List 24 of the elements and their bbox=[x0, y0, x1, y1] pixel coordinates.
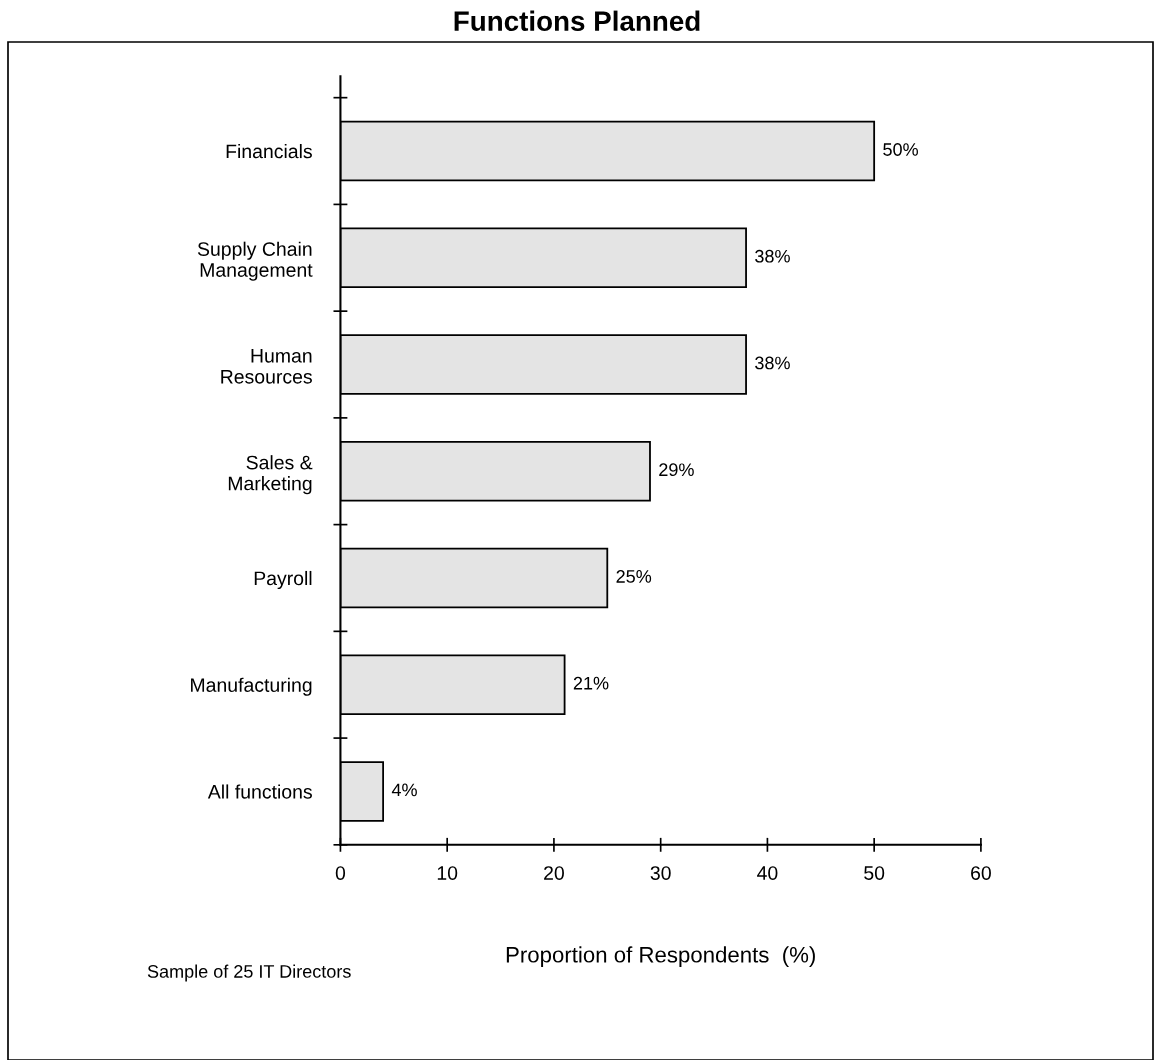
x-tick-label: 20 bbox=[544, 866, 564, 880]
data-label: 38% bbox=[755, 249, 790, 263]
y-tick-label: All functions bbox=[207, 784, 312, 799]
data-label: 38% bbox=[755, 356, 790, 370]
x-tick-label: 40 bbox=[757, 866, 778, 880]
x-tick-label: 0 bbox=[335, 866, 346, 880]
x-tick-label: 60 bbox=[971, 866, 991, 880]
x-tick-label: 50 bbox=[864, 866, 885, 880]
y-tick-label: Human Resources bbox=[221, 349, 312, 384]
y-tick-label: Payroll bbox=[254, 570, 312, 590]
data-label: 25% bbox=[616, 570, 652, 583]
x-axis-title: Proportion of Respondents (%) bbox=[506, 946, 815, 967]
y-tick-label: Financials bbox=[226, 143, 312, 159]
x-tick-label: 10 bbox=[437, 866, 458, 880]
data-label: 50% bbox=[883, 143, 918, 156]
x-tick-label: 30 bbox=[650, 866, 671, 880]
y-tick-label: Supply Chain Management bbox=[197, 241, 313, 281]
data-label: 21% bbox=[573, 676, 609, 690]
data-label: 29% bbox=[659, 463, 694, 477]
y-tick-label: Manufacturing bbox=[191, 677, 312, 696]
text: Sample of 25 IT Directors bbox=[147, 964, 351, 982]
data-label: 4% bbox=[391, 783, 417, 797]
chart-title: Functions Planned bbox=[454, 10, 700, 31]
y-tick-label: Sales & Marketing bbox=[228, 455, 313, 495]
